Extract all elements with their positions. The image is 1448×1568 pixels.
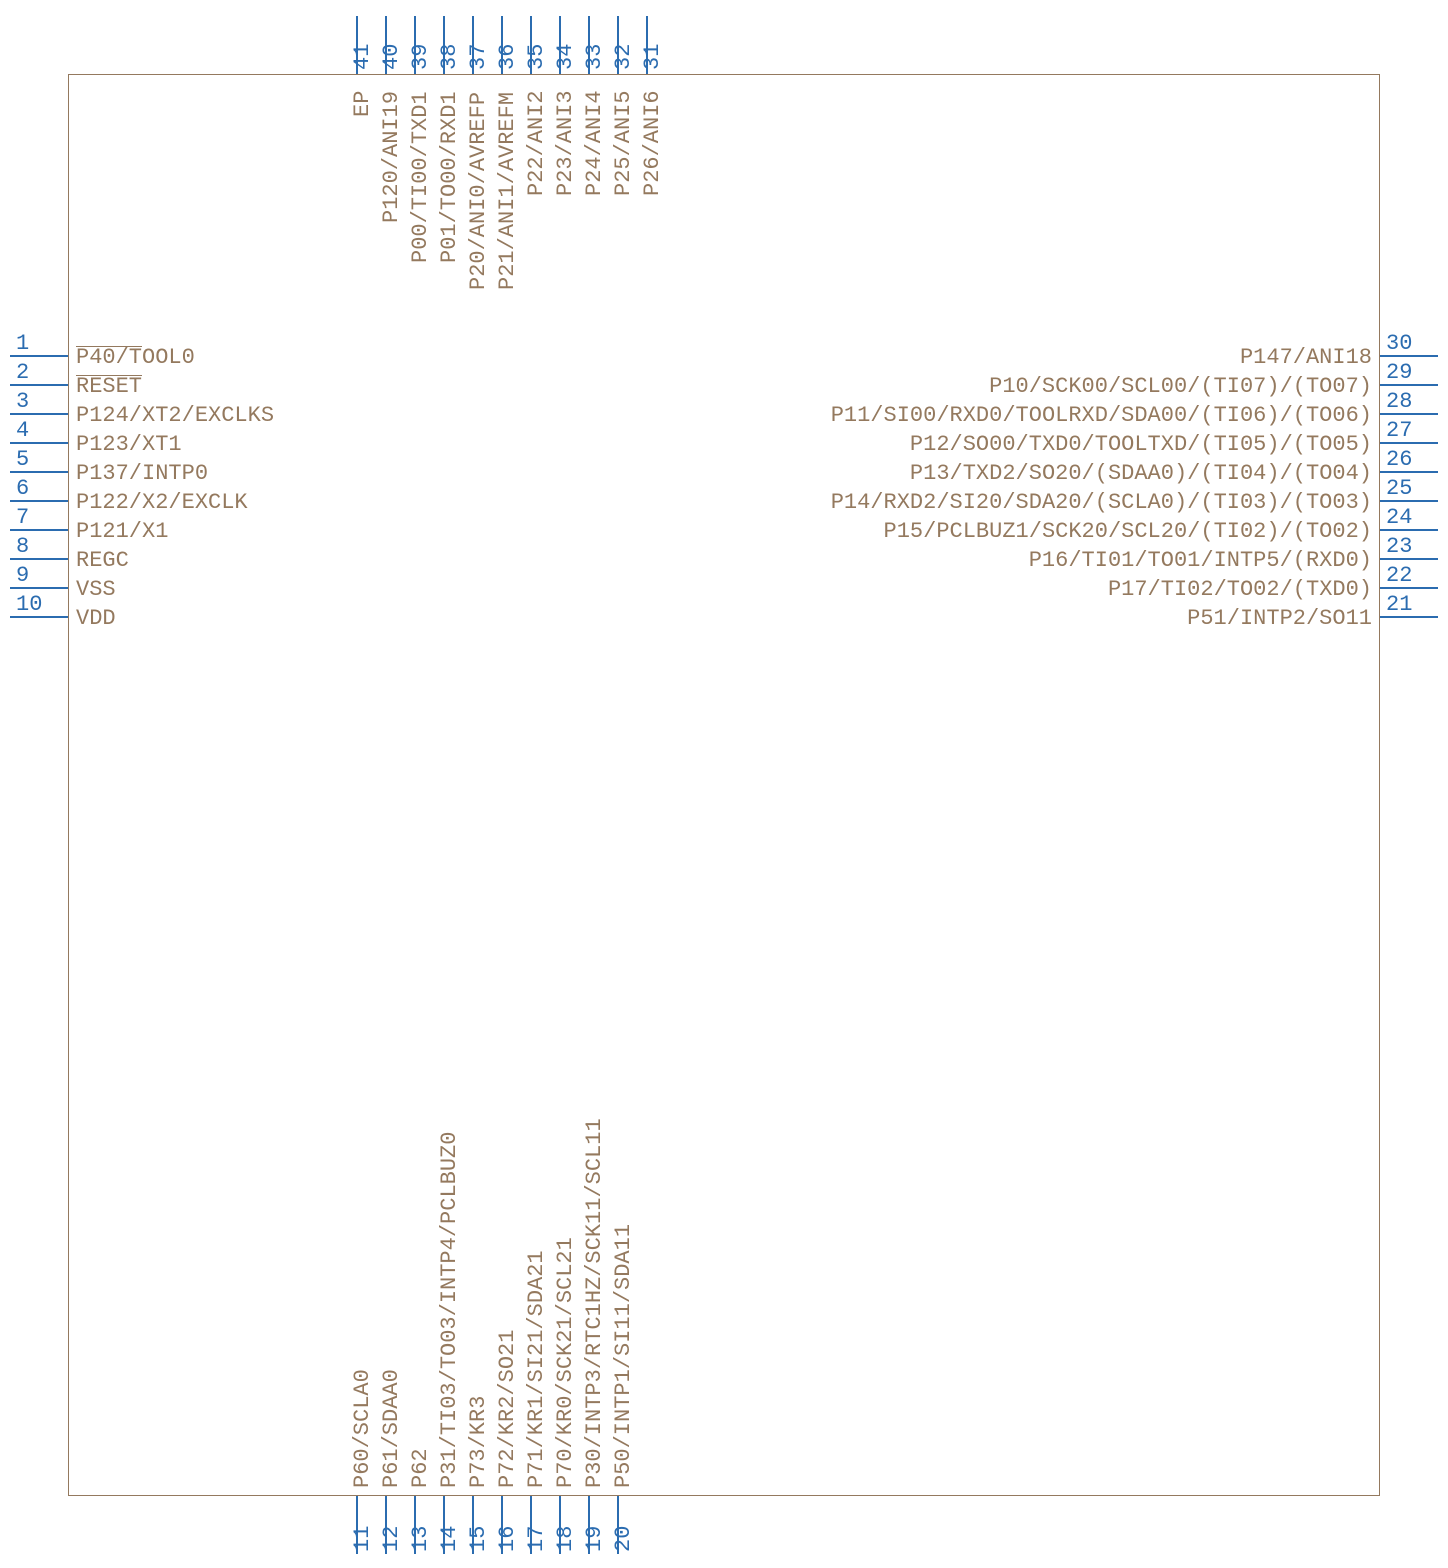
pin-num-bottom: 17 (524, 1526, 549, 1552)
pin-num-right: 23 (1386, 534, 1412, 559)
pin-num-bottom: 12 (379, 1526, 404, 1552)
pin-num-right: 30 (1386, 331, 1412, 356)
pin-label-left: VDD (76, 606, 116, 631)
pin-label-top: P25/ANI5 (611, 91, 636, 197)
pin-label-left: VSS (76, 577, 116, 602)
pin-num-left: 2 (16, 360, 29, 385)
pin-num-top: 31 (640, 44, 665, 70)
pin-num-bottom: 13 (408, 1526, 433, 1552)
pin-label-left: P121/X1 (76, 519, 168, 544)
pin-num-right: 24 (1386, 505, 1412, 530)
pin-label-top: P22/ANI2 (524, 91, 549, 197)
pin-num-left: 7 (16, 505, 29, 530)
pin-num-top: 33 (582, 44, 607, 70)
pin-label-left: P40/TOOL0 (76, 345, 195, 370)
pin-label-bottom: P31/TI03/TO03/INTP4/PCLBUZ0 (437, 1132, 462, 1488)
pin-label-left: P122/X2/EXCLK (76, 490, 248, 515)
pin-num-right: 21 (1386, 592, 1412, 617)
pin-num-top: 41 (350, 44, 375, 70)
pin-label-top: P120/ANI19 (379, 91, 404, 223)
pin-label-bottom: P62 (408, 1448, 433, 1488)
pin-label-bottom: P60/SCLA0 (350, 1369, 375, 1488)
pin-num-top: 40 (379, 44, 404, 70)
pin-label-right: P17/TI02/TO02/(TXD0) (1108, 577, 1372, 602)
pin-label-top: P23/ANI3 (553, 91, 578, 197)
pin-label-right: P51/INTP2/SO11 (1187, 606, 1372, 631)
pin-num-top: 35 (524, 44, 549, 70)
pin-num-top: 36 (495, 44, 520, 70)
pin-label-bottom: P73/KR3 (466, 1396, 491, 1488)
pin-label-left: RESET (76, 374, 142, 399)
pin-num-top: 39 (408, 44, 433, 70)
pin-num-top: 34 (553, 44, 578, 70)
pin-label-left: P137/INTP0 (76, 461, 208, 486)
pin-num-left: 6 (16, 476, 29, 501)
pin-num-bottom: 19 (582, 1526, 607, 1552)
pin-label-top: EP (350, 90, 375, 116)
pin-num-left: 8 (16, 534, 29, 559)
pin-num-bottom: 18 (553, 1526, 578, 1552)
pin-label-right: P11/SI00/RXD0/TOOLRXD/SDA00/(TI06)/(TO06… (831, 403, 1372, 428)
pin-label-left: P123/XT1 (76, 432, 182, 457)
pin-label-right: P14/RXD2/SI20/SDA20/(SCLA0)/(TI03)/(TO03… (831, 490, 1372, 515)
pin-label-bottom: P50/INTP1/SI11/SDA11 (611, 1224, 636, 1488)
pin-label-right: P15/PCLBUZ1/SCK20/SCL20/(TI02)/(TO02) (884, 519, 1372, 544)
pin-label-top: P00/TI00/TXD1 (408, 91, 433, 263)
pin-num-left: 10 (16, 592, 42, 617)
pin-num-top: 37 (466, 44, 491, 70)
pin-num-bottom: 16 (495, 1526, 520, 1552)
pin-label-top: P01/TO00/RXD1 (437, 91, 462, 263)
pin-label-right: P147/ANI18 (1240, 345, 1372, 370)
pin-label-left: P124/XT2/EXCLKS (76, 403, 274, 428)
pin-label-right: P12/SO00/TXD0/TOOLTXD/(TI05)/(TO05) (910, 432, 1372, 457)
pin-label-bottom: P30/INTP3/RTC1HZ/SCK11/SCL11 (582, 1118, 607, 1488)
pin-num-left: 4 (16, 418, 29, 443)
pin-num-bottom: 20 (611, 1526, 636, 1552)
pin-label-bottom: P72/KR2/SO21 (495, 1330, 520, 1488)
pin-num-right: 28 (1386, 389, 1412, 414)
pin-num-right: 22 (1386, 563, 1412, 588)
pin-label-right: P16/TI01/TO01/INTP5/(RXD0) (1029, 548, 1372, 573)
pin-num-bottom: 11 (350, 1526, 375, 1552)
pin-label-left: REGC (76, 548, 129, 573)
pin-label-right: P10/SCK00/SCL00/(TI07)/(TO07) (989, 374, 1372, 399)
pin-num-left: 5 (16, 447, 29, 472)
chip-body (68, 74, 1380, 1496)
pin-num-left: 1 (16, 331, 29, 356)
pin-num-bottom: 15 (466, 1526, 491, 1552)
pin-label-top: P21/ANI1/AVREFM (495, 91, 520, 289)
pin-num-left: 9 (16, 563, 29, 588)
pin-num-left: 3 (16, 389, 29, 414)
pin-num-top: 32 (611, 44, 636, 70)
pin-label-top: P20/ANI0/AVREFP (466, 91, 491, 289)
pin-num-top: 38 (437, 44, 462, 70)
pin-label-bottom: P61/SDAA0 (379, 1369, 404, 1488)
pin-num-right: 25 (1386, 476, 1412, 501)
pin-label-top: P26/ANI6 (640, 91, 665, 197)
pin-label-bottom: P71/KR1/SI21/SDA21 (524, 1250, 549, 1488)
pin-label-bottom: P70/KR0/SCK21/SCL21 (553, 1237, 578, 1488)
pin-num-right: 27 (1386, 418, 1412, 443)
pin-label-top: P24/ANI4 (582, 91, 607, 197)
pin-label-right: P13/TXD2/SO20/(SDAA0)/(TI04)/(TO04) (910, 461, 1372, 486)
pin-num-right: 26 (1386, 447, 1412, 472)
pin-num-right: 29 (1386, 360, 1412, 385)
pin-num-bottom: 14 (437, 1526, 462, 1552)
